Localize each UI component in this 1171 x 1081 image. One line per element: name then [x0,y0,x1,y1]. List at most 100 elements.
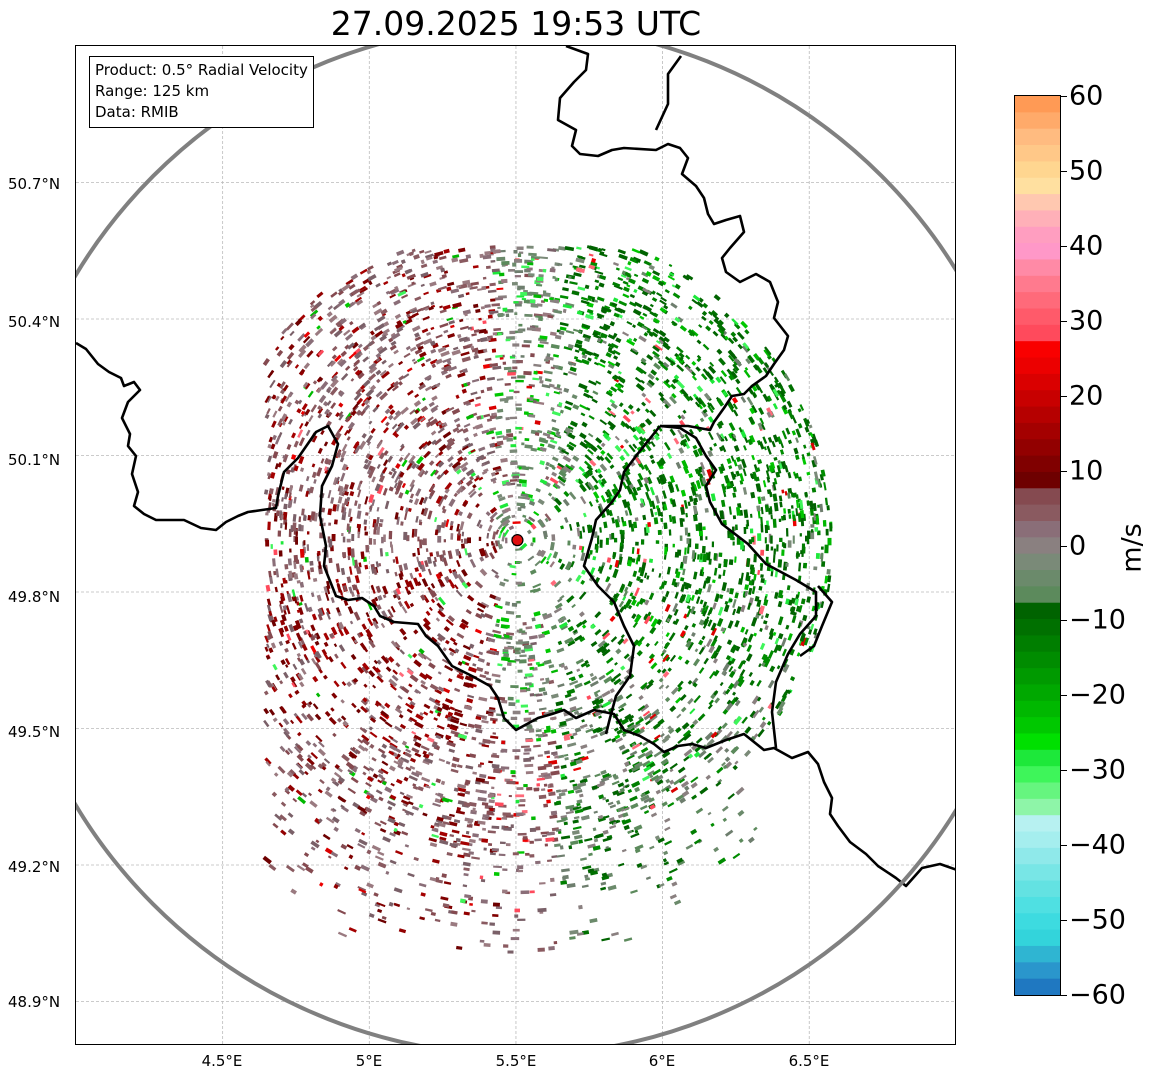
echo-pixel [548,791,556,797]
echo-pixel [457,787,467,793]
echo-pixel [447,550,453,560]
echo-pixel [560,625,568,631]
echo-pixel [535,401,545,405]
echo-pixel [643,713,652,721]
echo-pixel [691,375,698,381]
echo-pixel [374,821,382,827]
echo-pixel [405,812,410,816]
echo-pixel [317,788,323,794]
echo-pixel [519,479,527,484]
echo-pixel [335,476,340,485]
echo-pixel [514,914,519,918]
echo-pixel [272,822,279,829]
echo-pixel [779,537,783,543]
echo-pixel [612,568,619,579]
echo-pixel [425,253,434,259]
echo-pixel [575,658,584,665]
echo-pixel [321,507,326,513]
echo-pixel [683,625,689,631]
echo-pixel [641,401,647,407]
echo-pixel [667,667,672,672]
echo-pixel [685,594,691,603]
echo-pixel [774,700,782,710]
echo-pixel [477,486,483,491]
echo-pixel [672,543,675,548]
echo-pixel [382,594,387,599]
echo-pixel [405,345,411,351]
echo-pixel [766,720,772,726]
echo-pixel [558,330,565,335]
echo-pixel [800,636,807,647]
echo-pixel [430,469,437,477]
echo-pixel [787,410,795,420]
echo-pixel [671,320,678,327]
echo-pixel [442,365,452,372]
echo-pixel [592,352,600,358]
echo-pixel [671,516,677,524]
echo-pixel [389,859,397,865]
echo-pixel [624,266,632,272]
echo-pixel [467,552,472,558]
echo-pixel [387,805,393,811]
echo-pixel [572,806,582,811]
echo-pixel [489,414,498,420]
radar-map[interactable] [75,45,956,1045]
echo-pixel [628,483,635,489]
echo-pixel [587,297,592,302]
echo-pixel [575,789,583,794]
echo-pixel [488,843,493,847]
echo-pixel [473,329,480,333]
echo-pixel [432,858,440,864]
echo-pixel [580,412,586,417]
echo-pixel [477,492,483,498]
echo-pixel [567,343,574,349]
echo-pixel [281,328,288,335]
echo-pixel [647,498,653,508]
echo-pixel [516,359,523,364]
echo-pixel [472,483,477,489]
echo-pixel [810,524,815,528]
echo-pixel [476,415,482,421]
echo-pixel [449,706,455,711]
echo-pixel [772,403,779,410]
echo-pixel [393,887,403,894]
echo-pixel [713,669,720,677]
colorbar-band [1015,602,1060,620]
echo-pixel [377,769,384,775]
echo-pixel [469,753,477,759]
echo-pixel [544,775,552,780]
echo-pixel [296,652,301,658]
echo-pixel [566,619,571,623]
echo-pixel [337,931,348,938]
echo-pixel [656,618,663,626]
echo-pixel [545,725,551,731]
echo-pixel [622,408,630,416]
echo-pixel [377,908,383,914]
echo-pixel [476,338,481,343]
echo-pixel [325,585,331,595]
echo-pixel [768,464,775,473]
echo-pixel [530,353,535,358]
echo-pixel [404,579,411,588]
echo-pixel [714,594,720,602]
echo-pixel [680,706,687,713]
echo-pixel [537,907,547,913]
echo-pixel [354,441,360,449]
echo-pixel [563,665,569,671]
echo-pixel [795,437,799,443]
echo-pixel [721,722,728,729]
echo-pixel [330,626,338,636]
echo-pixel [696,385,704,393]
echo-pixel [598,247,603,252]
echo-pixel [359,384,366,391]
echo-pixel [386,385,394,392]
echo-pixel [476,607,485,613]
echo-pixel [605,668,615,676]
echo-pixel [435,265,444,271]
echo-pixel [604,582,612,592]
echo-pixel [341,681,347,687]
echo-pixel [601,309,608,314]
echo-pixel [602,836,612,842]
echo-pixel [449,637,456,643]
echo-pixel [457,528,461,536]
